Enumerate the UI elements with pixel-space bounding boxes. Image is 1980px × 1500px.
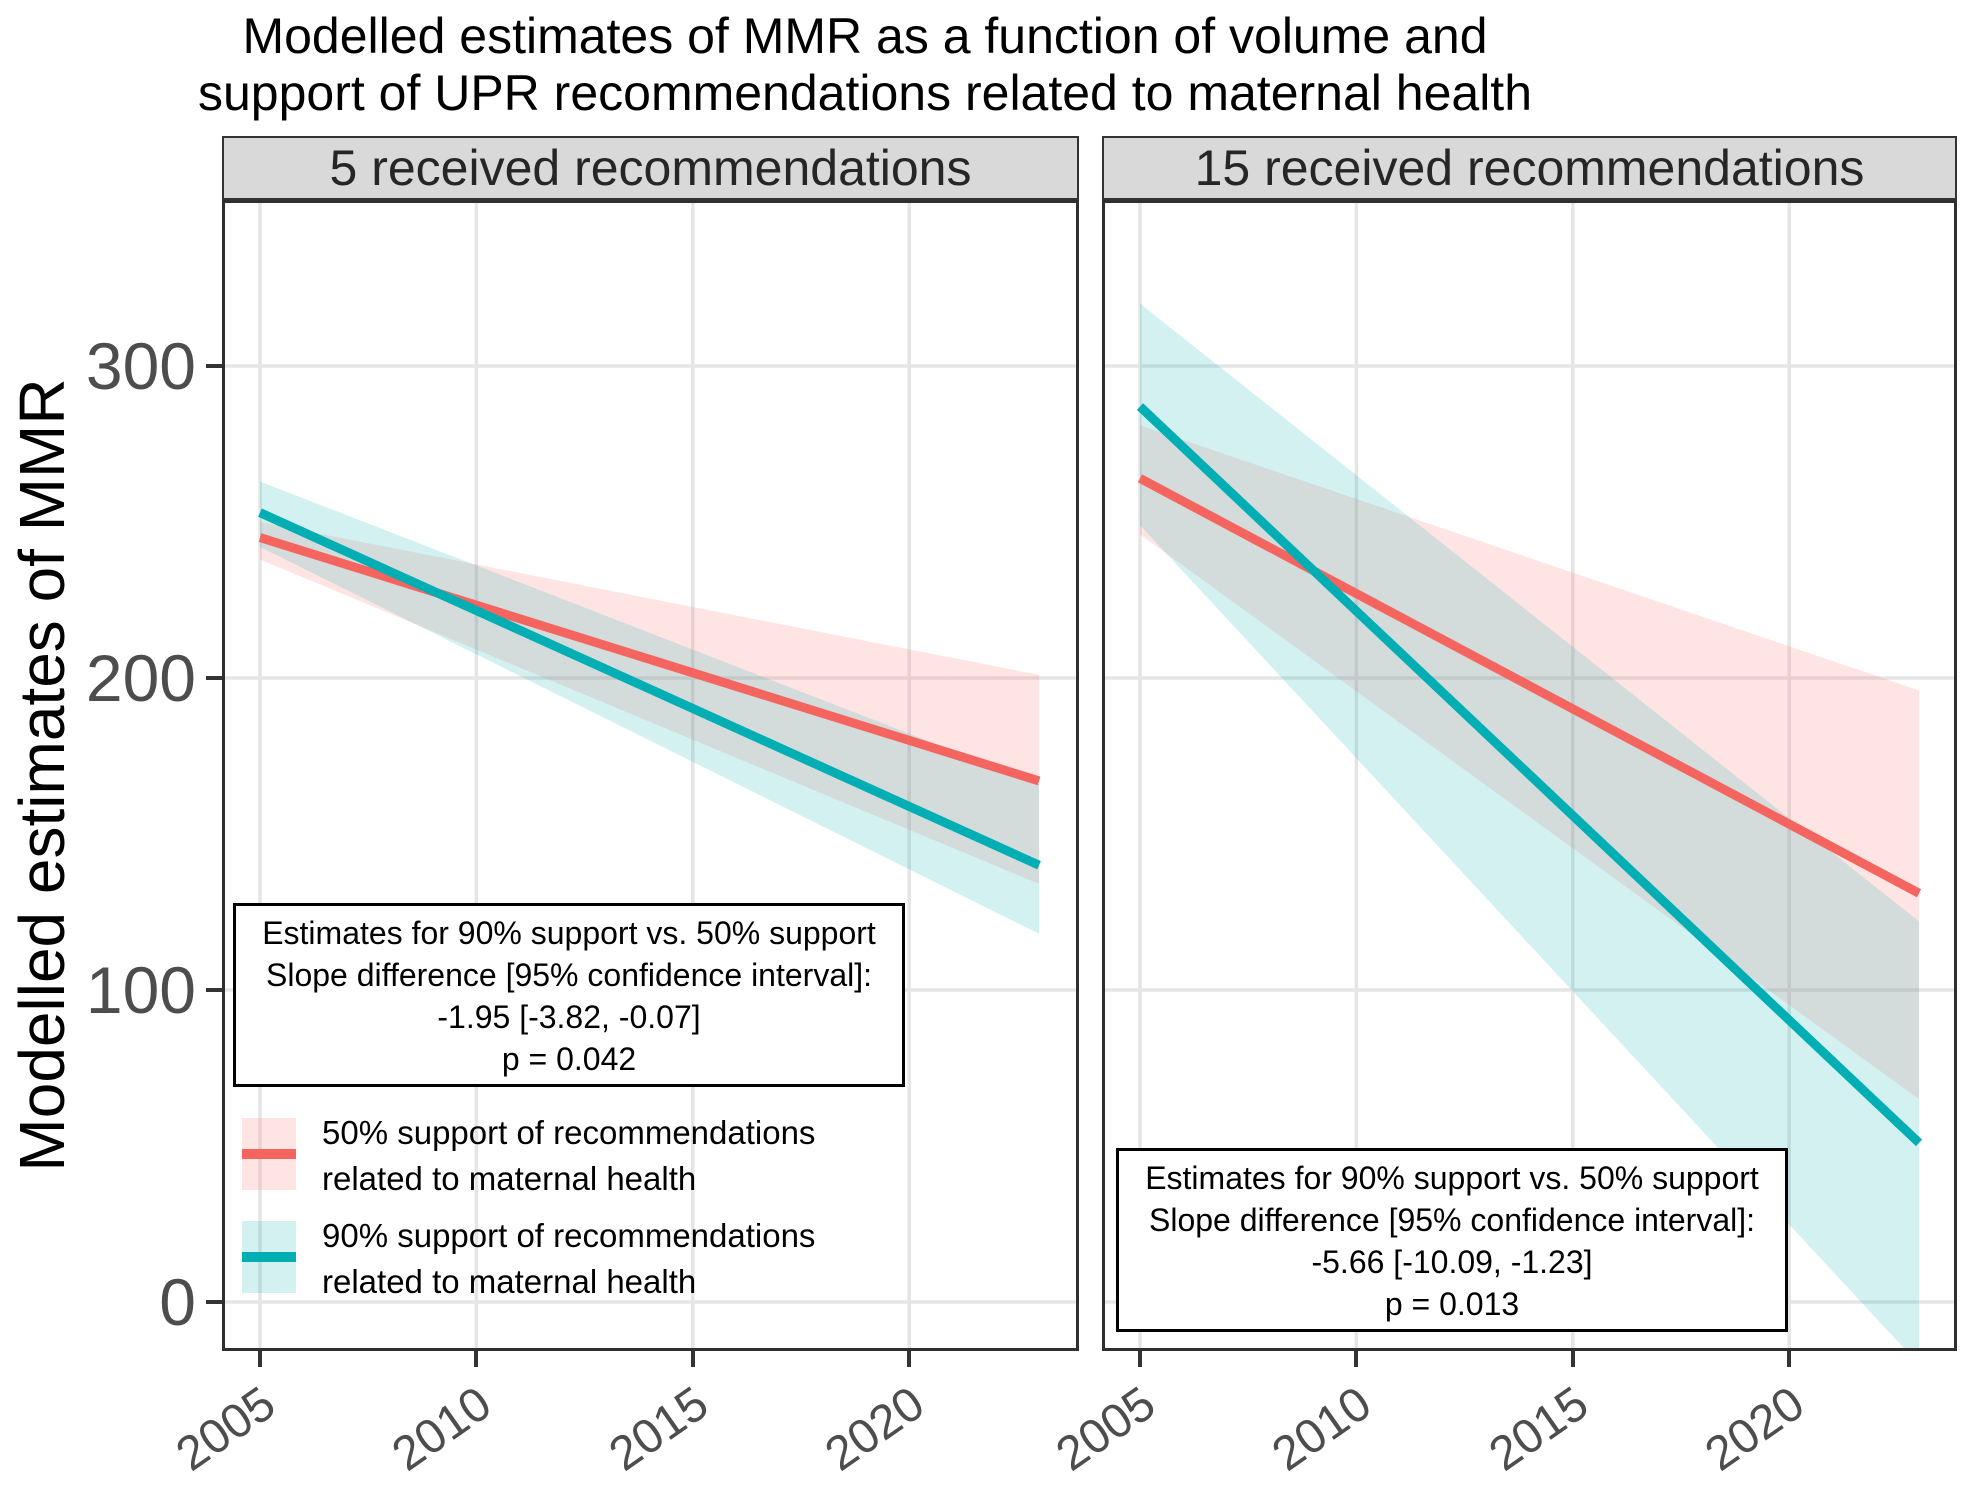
x-tick-mark-p0-2015 [691,1351,695,1367]
annotation-box-left: Estimates for 90% support vs. 50% suppor… [233,903,905,1087]
panel-border [222,200,1079,1351]
annotation-right-line1: Estimates for 90% support vs. 50% suppor… [1145,1160,1759,1196]
x-tick-label-p1-2020: 2020 [1696,1376,1814,1482]
ci-ribbon-series-0 [260,522,1040,884]
annotation-box-right: Estimates for 90% support vs. 50% suppor… [1116,1148,1788,1332]
y-tick-mark-300 [206,364,222,368]
x-tick-label-p1-2015: 2015 [1480,1376,1598,1482]
x-tick-mark-p0-2020 [907,1351,911,1367]
y-tick-mark-200 [206,676,222,680]
panel-background [222,200,1079,1351]
annotation-left-line1: Estimates for 90% support vs. 50% suppor… [262,915,876,951]
x-tick-label-p1-2010: 2010 [1263,1376,1381,1482]
x-tick-label-p1-2005: 2005 [1047,1376,1165,1482]
panel-border [1102,200,1957,1351]
y-tick-label-300: 300 [85,329,196,403]
x-tick-mark-p0-2005 [258,1351,262,1367]
x-tick-label-p0-2015: 2015 [600,1376,718,1482]
legend-label-50-line2: related to maternal health [322,1160,697,1197]
x-tick-mark-p1-2015 [1571,1351,1575,1367]
x-tick-label-p0-2005: 2005 [167,1376,285,1482]
annotation-right-line2: Slope difference [95% confidence interva… [1148,1202,1755,1238]
y-tick-label-0: 0 [159,1265,196,1339]
y-tick-mark-0 [206,1300,222,1304]
page-title: Modelled estimates of MMR as a function … [0,8,1730,122]
y-tick-mark-100 [206,988,222,992]
legend-label-90-support: 90% support of recommendations related t… [322,1213,815,1305]
legend-label-90-line1: 90% support of recommendations [322,1217,816,1254]
trend-line-series-0 [258,533,1041,786]
y-tick-label-200: 200 [85,641,196,715]
annotation-left-line4: p = 0.042 [501,1041,637,1077]
legend-key-90-support [242,1221,296,1293]
legend-label-90-line2: related to maternal health [322,1263,697,1300]
x-tick-mark-p1-2010 [1354,1351,1358,1367]
x-tick-mark-p0-2010 [474,1351,478,1367]
trend-line-series-1 [1136,403,1923,1147]
annotation-right-line4: p = 0.013 [1384,1286,1520,1322]
x-tick-label-p0-2010: 2010 [383,1376,501,1482]
legend-label-50-support: 50% support of recommendations related t… [322,1110,815,1202]
legend-key-50-support [242,1118,296,1190]
trend-line-series-0 [1137,474,1922,898]
page-title-line2: support of UPR recommendations related t… [197,65,1533,121]
x-tick-label-p0-2020: 2020 [816,1376,934,1482]
x-tick-mark-p1-2005 [1138,1351,1142,1367]
legend-key-line-90 [242,1252,296,1262]
legend-key-line-50 [242,1149,296,1159]
y-axis-title: Modelled estimates of MMR [6,378,78,1172]
facet-strip-15-recommendations: 15 received recommendations [1102,136,1957,200]
ci-ribbon-series-1 [1140,303,1920,1351]
panel-0-svg [222,200,1079,1351]
annotation-left-line3: -1.95 [-3.82, -0.07] [437,999,701,1035]
facet-strip-5-recommendations: 5 received recommendations [222,136,1079,200]
legend-label-50-line1: 50% support of recommendations [322,1114,816,1151]
x-tick-mark-p1-2020 [1787,1351,1791,1367]
annotation-left-line2: Slope difference [95% confidence interva… [265,957,872,993]
annotation-right-line3: -5.66 [-10.09, -1.23] [1311,1244,1593,1280]
trend-line-series-1 [258,508,1041,870]
y-tick-label-100: 100 [85,953,196,1027]
page-title-line1: Modelled estimates of MMR as a function … [242,8,1488,64]
